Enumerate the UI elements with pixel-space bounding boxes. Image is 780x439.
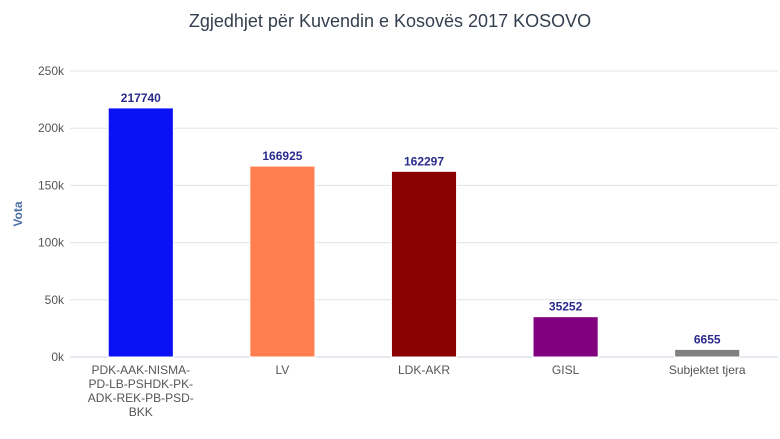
y-tick-label: 100k (38, 236, 65, 250)
category-label-line: LDK-AKR (398, 363, 450, 377)
category-label-1: LV (276, 363, 290, 377)
category-label-line: GISL (552, 363, 580, 377)
category-label-0: PDK-AAK-NISMA-PD-LB-PSHDK-PK-ADK-REK-PB-… (88, 363, 194, 419)
category-label-4: Subjektet tjera (669, 363, 746, 377)
category-label-3: GISL (552, 363, 580, 377)
bars (107, 107, 741, 358)
y-tick-label: 250k (38, 64, 65, 78)
data-label-3: 35252 (549, 300, 583, 314)
category-label-line: LV (276, 363, 290, 377)
chart-title: Zgjedhjet për Kuvendin e Kosovës 2017 KO… (189, 11, 591, 31)
category-label-line: BKK (129, 405, 153, 419)
category-label-2: LDK-AKR (398, 363, 450, 377)
bar-0[interactable] (107, 107, 174, 358)
bar-2[interactable] (390, 170, 458, 358)
y-axis-ticks: 0k 50k 100k 150k 200k 250k (38, 64, 65, 364)
y-axis-label: Vota (11, 201, 25, 226)
data-label-2: 162297 (404, 154, 444, 168)
y-tick-label: 200k (38, 121, 65, 135)
category-label-line: ADK-REK-PB-PSD- (88, 391, 194, 405)
bar-4[interactable] (674, 348, 741, 358)
bar-3[interactable] (532, 316, 599, 358)
category-label-line: PDK-AAK-NISMA- (91, 363, 190, 377)
data-label-0: 217740 (121, 91, 161, 105)
x-axis-categories: PDK-AAK-NISMA-PD-LB-PSHDK-PK-ADK-REK-PB-… (88, 363, 746, 419)
y-tick-label: 150k (38, 178, 65, 192)
y-tick-label: 50k (45, 293, 65, 307)
category-label-line: Subjektet tjera (669, 363, 746, 377)
y-tick-label: 0k (51, 350, 65, 364)
bar-1[interactable] (249, 165, 316, 358)
category-label-line: PD-LB-PSHDK-PK- (88, 377, 193, 391)
data-label-4: 6655 (694, 332, 721, 346)
data-label-1: 166925 (262, 149, 302, 163)
data-labels: 217740 166925 162297 35252 6655 (121, 91, 721, 346)
